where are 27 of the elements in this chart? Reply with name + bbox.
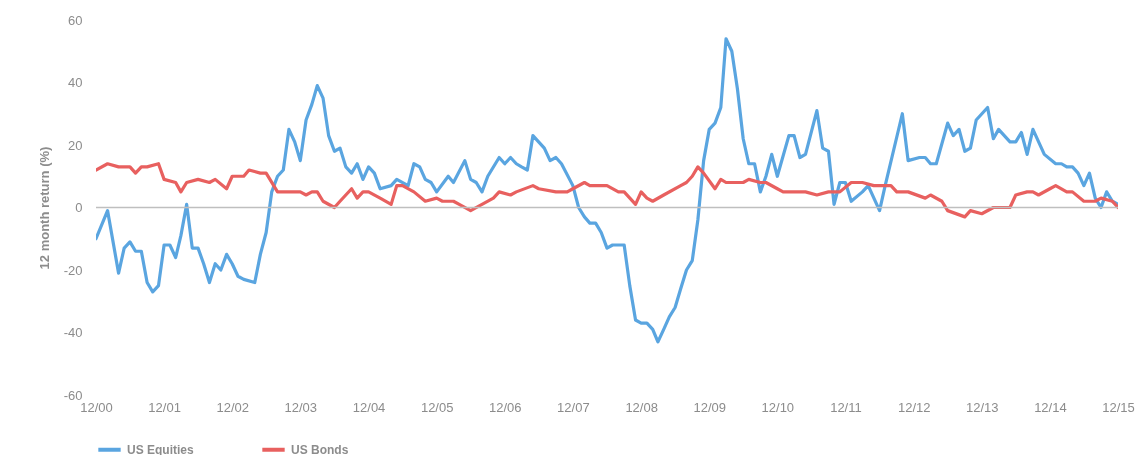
x-tick-label: 12/13 [966,399,999,415]
x-tick-label: 12/10 [761,399,795,415]
x-tick-label: 12/07 [557,399,590,415]
y-tick-label: -40 [63,325,83,340]
x-tick-label: 12/09 [693,399,727,415]
x-tick-label: 12/08 [625,399,658,415]
x-tick-label: 12/01 [148,399,181,415]
y-tick-label: 0 [75,200,83,215]
legend-label: US Bonds [291,442,349,455]
x-tick-label: 12/06 [488,399,522,415]
x-tick-label: 12/11 [830,399,862,415]
y-tick-label: 20 [68,137,83,153]
y-tick-label: 60 [68,12,83,28]
x-tick-label: 12/14 [1034,399,1067,415]
x-tick-label: 12/12 [897,399,931,415]
x-tick-label: 12/03 [284,399,318,415]
x-tick-label: 12/04 [352,399,386,415]
line-series [96,162,1118,219]
y-tick-label: 40 [68,75,83,90]
y-tick-label: -60 [63,387,83,403]
y-tick-label: -20 [63,262,83,278]
x-tick-label: 12/05 [420,399,454,415]
x-tick-label: 12/02 [216,399,249,415]
x-tick-label: 12/00 [80,399,113,415]
line-series [96,37,1118,344]
x-tick-label: 12/15 [1102,399,1135,415]
y-axis-title: 12 month return (%) [36,146,52,270]
